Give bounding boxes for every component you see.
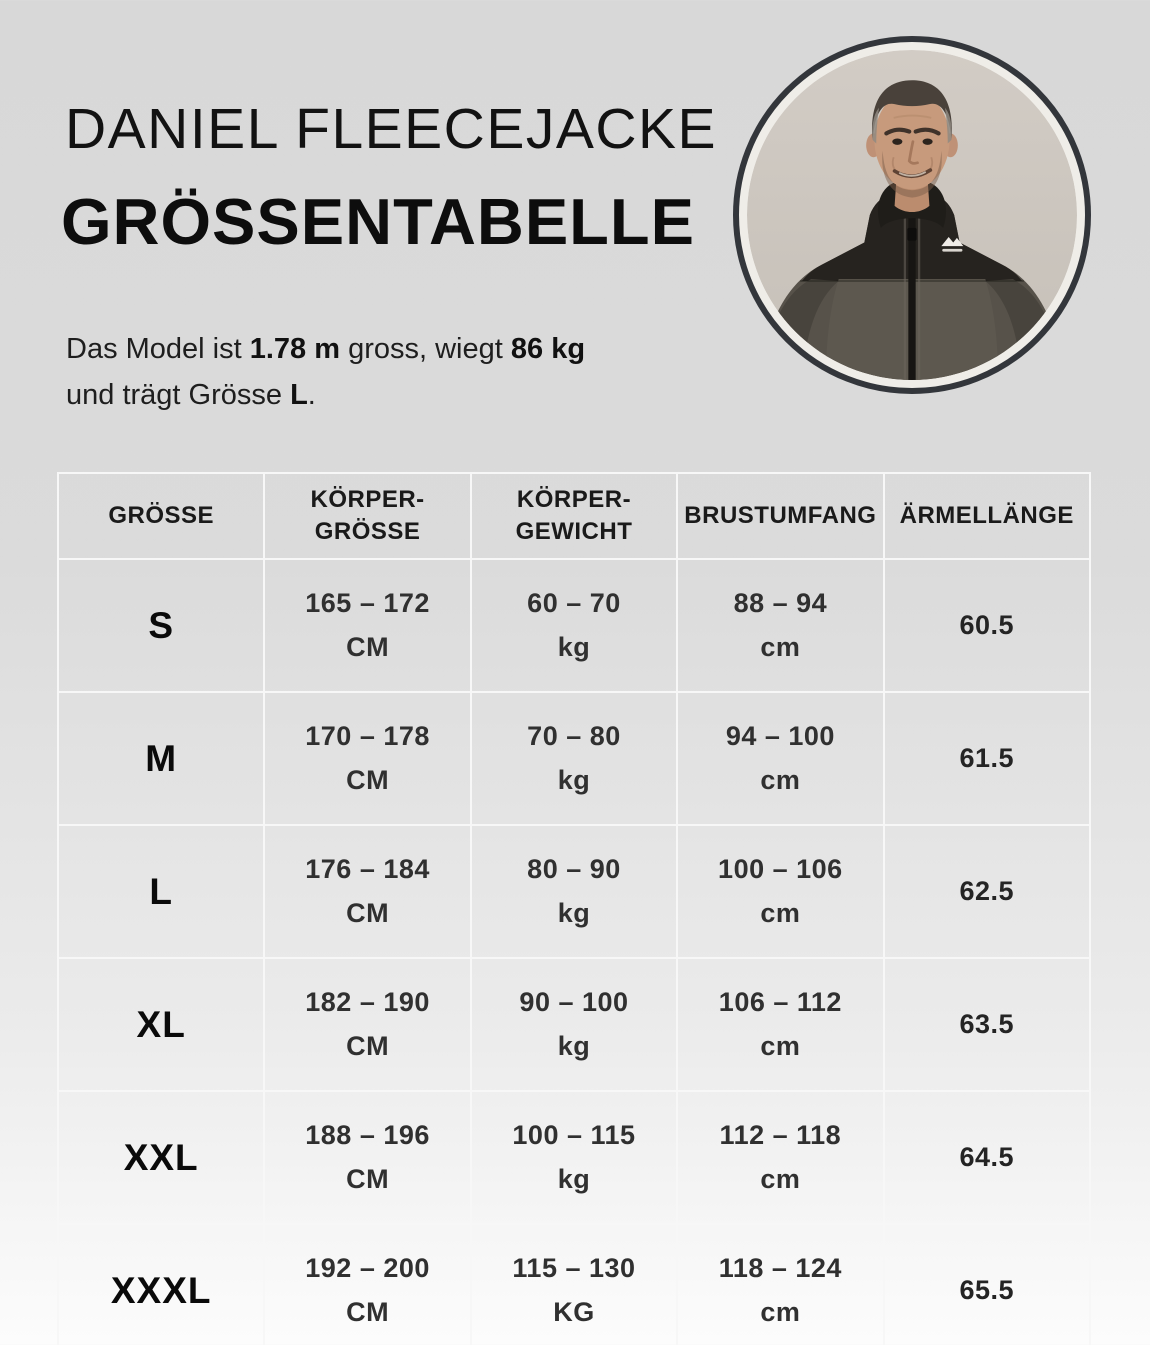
chest-cell: 94 – 100 cm bbox=[676, 691, 885, 826]
model-desc-text: Das Model ist bbox=[66, 333, 250, 365]
body-height-cell: 165 – 172 CM bbox=[263, 558, 472, 693]
body-height-cell: 176 – 184 CM bbox=[263, 824, 472, 959]
sleeve-cell: 63.5 bbox=[882, 957, 1092, 1092]
body-weight-cell: 115 – 130 KG bbox=[469, 1223, 679, 1345]
size-cell: M bbox=[56, 691, 266, 826]
body-height-cell: 170 – 178 CM bbox=[263, 691, 472, 826]
model-weight-value: 86 kg bbox=[510, 333, 586, 365]
model-portrait-illustration bbox=[747, 50, 1077, 380]
model-desc-text: gross, wiegt bbox=[340, 333, 511, 365]
product-title: DANIEL FLEECEJACKE bbox=[65, 97, 718, 161]
size-cell: S bbox=[56, 558, 266, 693]
body-weight-cell: 60 – 70 kg bbox=[469, 558, 679, 693]
size-cell: XXXL bbox=[56, 1223, 266, 1345]
sleeve-cell: 62.5 bbox=[882, 824, 1092, 959]
body-height-cell: 182 – 190 CM bbox=[263, 957, 472, 1092]
model-desc-text: . bbox=[307, 379, 316, 411]
model-photo bbox=[733, 36, 1091, 394]
body-height-cell: 192 – 200 CM bbox=[263, 1223, 472, 1345]
page-title: GRÖSSENTABELLE bbox=[61, 185, 695, 258]
table-row-xxl: XXL 188 – 196 CM 100 – 115 kg 112 – 118 … bbox=[56, 1090, 1092, 1225]
table-row-xxxl: XXXL 192 – 200 CM 115 – 130 KG 118 – 124… bbox=[56, 1223, 1092, 1345]
size-cell: XXL bbox=[56, 1090, 266, 1225]
col-header-koerpergewicht: KÖRPER- GEWICHT bbox=[469, 472, 679, 560]
chest-cell: 100 – 106 cm bbox=[676, 824, 885, 959]
model-size-value: L bbox=[290, 379, 308, 411]
col-header-groesse: GRÖSSE bbox=[56, 472, 266, 560]
body-weight-cell: 90 – 100 kg bbox=[469, 957, 679, 1092]
sleeve-cell: 61.5 bbox=[882, 691, 1092, 826]
body-weight-cell: 70 – 80 kg bbox=[469, 691, 679, 826]
size-table: GRÖSSE KÖRPER- GRÖSSE KÖRPER- GEWICHT BR… bbox=[56, 472, 1092, 1345]
table-row-m: M 170 – 178 CM 70 – 80 kg 94 – 100 cm 61… bbox=[56, 691, 1092, 826]
body-weight-cell: 80 – 90 kg bbox=[469, 824, 679, 959]
body-weight-cell: 100 – 115 kg bbox=[469, 1090, 679, 1225]
table-header-row: GRÖSSE KÖRPER- GRÖSSE KÖRPER- GEWICHT BR… bbox=[56, 472, 1092, 560]
sleeve-cell: 64.5 bbox=[882, 1090, 1092, 1225]
chest-cell: 88 – 94 cm bbox=[676, 558, 885, 693]
jacket-logo-icon bbox=[941, 237, 964, 252]
chest-cell: 118 – 124 cm bbox=[676, 1223, 885, 1345]
size-cell: L bbox=[56, 824, 266, 959]
model-photo-frame bbox=[747, 50, 1077, 380]
col-header-koerpergroesse: KÖRPER- GRÖSSE bbox=[263, 472, 472, 560]
table-row-xl: XL 182 – 190 CM 90 – 100 kg 106 – 112 cm… bbox=[56, 957, 1092, 1092]
chest-cell: 112 – 118 cm bbox=[676, 1090, 885, 1225]
table-row-s: S 165 – 172 CM 60 – 70 kg 88 – 94 cm 60.… bbox=[56, 558, 1092, 693]
model-desc-text: und trägt Grösse bbox=[66, 379, 291, 411]
size-cell: XL bbox=[56, 957, 266, 1092]
model-description: Das Model ist 1.78 m gross, wiegt 86 kg u… bbox=[66, 326, 706, 418]
model-height-value: 1.78 m bbox=[249, 333, 341, 365]
chest-cell: 106 – 112 cm bbox=[676, 957, 885, 1092]
sleeve-cell: 60.5 bbox=[882, 558, 1092, 693]
col-header-aermellaenge: ÄRMELLÄNGE bbox=[882, 472, 1092, 560]
table-row-l: L 176 – 184 CM 80 – 90 kg 100 – 106 cm 6… bbox=[56, 824, 1092, 959]
body-height-cell: 188 – 196 CM bbox=[263, 1090, 472, 1225]
col-header-brustumfang: BRUSTUMFANG bbox=[676, 472, 885, 560]
sleeve-cell: 65.5 bbox=[882, 1223, 1092, 1345]
